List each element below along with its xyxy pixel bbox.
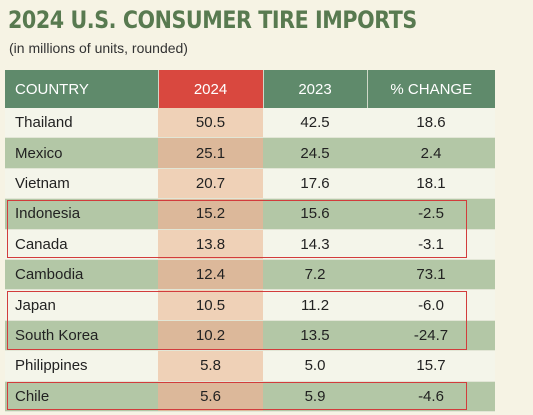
cell-country: Vietnam xyxy=(5,168,158,200)
chart-title: 2024 U.S. CONSUMER TIRE IMPORTS xyxy=(8,6,417,34)
cell-change: -2.5 xyxy=(367,198,495,230)
cell-country: Canada xyxy=(5,229,158,260)
cell-y2024: 13.8 xyxy=(158,229,263,260)
cell-y2024: 50.5 xyxy=(158,108,263,139)
cell-change: 18.1 xyxy=(367,168,495,200)
table-row: Mexico 25.1 24.5 2.4 xyxy=(5,137,495,169)
table-row: Thailand 50.5 42.5 18.6 xyxy=(5,108,495,139)
cell-y2023: 11.2 xyxy=(263,289,367,321)
table-row: Canada 13.8 14.3 -3.1 xyxy=(5,229,495,260)
cell-change: 2.4 xyxy=(367,137,495,169)
cell-y2024: 15.2 xyxy=(158,198,263,230)
cell-y2024: 5.8 xyxy=(158,350,263,382)
cell-y2023: 42.5 xyxy=(263,108,367,139)
cell-country: Thailand xyxy=(5,108,158,139)
cell-country: Indonesia xyxy=(5,198,158,230)
table-body: Thailand 50.5 42.5 18.6 Mexico 25.1 24.5 2.4 Vie… xyxy=(5,108,495,412)
cell-change: -24.7 xyxy=(367,320,495,352)
cell-y2023: 5.9 xyxy=(263,381,367,412)
cell-country: Japan xyxy=(5,289,158,321)
cell-y2024: 20.7 xyxy=(158,168,263,200)
header-2024: 2024 xyxy=(158,70,264,108)
table-row: Chile 5.6 5.9 -4.6 xyxy=(5,381,495,412)
cell-y2024: 5.6 xyxy=(158,381,263,412)
cell-change: -3.1 xyxy=(367,229,495,260)
header-2023: 2023 xyxy=(263,70,368,108)
cell-y2024: 10.2 xyxy=(158,320,263,352)
table-row: South Korea 10.2 13.5 -24.7 xyxy=(5,320,495,352)
cell-country: Cambodia xyxy=(5,259,158,291)
cell-y2023: 14.3 xyxy=(263,229,367,260)
cell-change: 15.7 xyxy=(367,350,495,382)
cell-y2023: 15.6 xyxy=(263,198,367,230)
cell-y2023: 24.5 xyxy=(263,137,367,169)
cell-y2023: 13.5 xyxy=(263,320,367,352)
cell-country: Mexico xyxy=(5,137,158,169)
cell-y2023: 5.0 xyxy=(263,350,367,382)
cell-change: 18.6 xyxy=(367,108,495,139)
header-change: % CHANGE xyxy=(367,70,495,108)
cell-y2024: 10.5 xyxy=(158,289,263,321)
cell-change: -6.0 xyxy=(367,289,495,321)
header-row: COUNTRY 2024 2023 % CHANGE xyxy=(5,70,495,108)
imports-table: COUNTRY 2024 2023 % CHANGE Thailand 50.5 4… xyxy=(5,70,495,412)
cell-change: -4.6 xyxy=(367,381,495,412)
cell-y2024: 25.1 xyxy=(158,137,263,169)
cell-country: South Korea xyxy=(5,320,158,352)
cell-country: Philippines xyxy=(5,350,158,382)
table-row: Vietnam 20.7 17.6 18.1 xyxy=(5,168,495,200)
cell-y2023: 7.2 xyxy=(263,259,367,291)
table-row: Indonesia 15.2 15.6 -2.5 xyxy=(5,198,495,230)
cell-y2024: 12.4 xyxy=(158,259,263,291)
cell-change: 73.1 xyxy=(367,259,495,291)
cell-country: Chile xyxy=(5,381,158,412)
header-country: COUNTRY xyxy=(5,70,159,108)
chart-subtitle: (in millions of units, rounded) xyxy=(9,40,188,56)
table-row: Japan 10.5 11.2 -6.0 xyxy=(5,289,495,321)
table-row: Philippines 5.8 5.0 15.7 xyxy=(5,350,495,382)
table-row: Cambodia 12.4 7.2 73.1 xyxy=(5,259,495,291)
cell-y2023: 17.6 xyxy=(263,168,367,200)
